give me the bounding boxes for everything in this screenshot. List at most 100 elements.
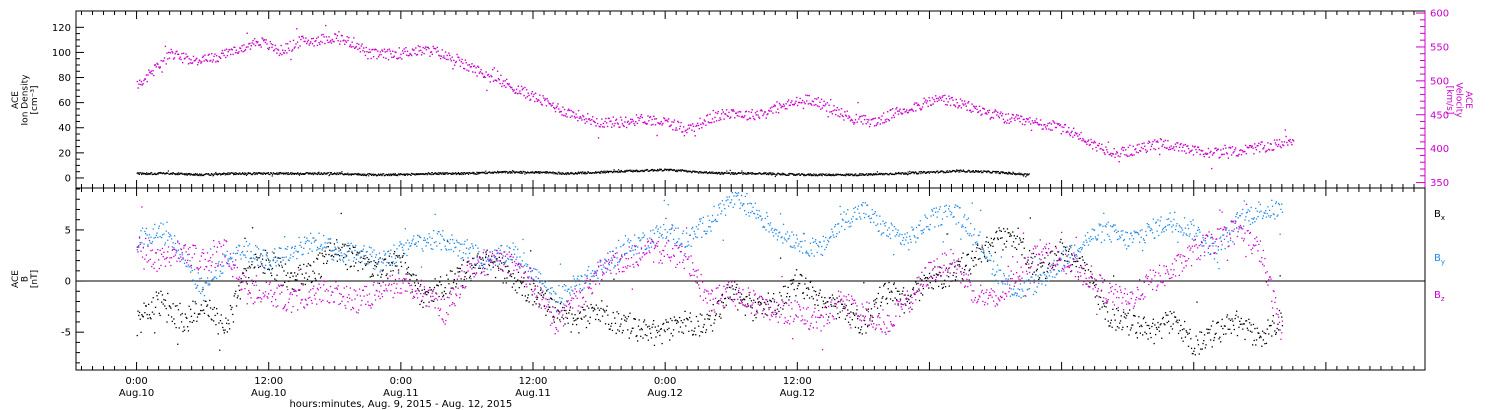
ion-density-series-point bbox=[780, 173, 783, 175]
velocity-series-point bbox=[1230, 147, 1232, 149]
velocity-series-point bbox=[424, 47, 426, 50]
bx-series-point bbox=[712, 304, 714, 306]
velocity-series-point bbox=[1284, 129, 1286, 131]
velocity-series-point bbox=[1005, 113, 1007, 116]
velocity-series-point bbox=[970, 111, 972, 113]
bx-series-point bbox=[452, 287, 454, 289]
by-series-point bbox=[236, 252, 238, 254]
y-tick-label: 5 bbox=[65, 225, 71, 236]
ion-density-series-point bbox=[1025, 176, 1027, 178]
velocity-series-point bbox=[666, 119, 668, 121]
ion-density-series-point bbox=[772, 172, 774, 174]
ion-density-series-point bbox=[174, 173, 176, 175]
velocity-series-point bbox=[706, 114, 709, 116]
bx-series-point bbox=[977, 258, 980, 260]
ion-density-series-point bbox=[601, 171, 603, 173]
bx-series-point bbox=[230, 308, 232, 311]
bx-series-point bbox=[462, 285, 464, 287]
velocity-series-point bbox=[197, 61, 200, 64]
velocity-series-point bbox=[1129, 144, 1131, 147]
bx-series-point bbox=[612, 311, 614, 314]
bx-series-point bbox=[277, 257, 280, 259]
by-series-point bbox=[193, 280, 195, 282]
ion-density-series-point bbox=[715, 171, 717, 173]
ion-density-series-point bbox=[504, 171, 506, 173]
velocity-series-point bbox=[272, 50, 275, 52]
velocity-series-point bbox=[1174, 143, 1177, 145]
by-series-point bbox=[141, 227, 144, 229]
bx-series-point bbox=[722, 302, 724, 304]
bx-series-point bbox=[1010, 235, 1012, 237]
by-series-point bbox=[219, 275, 221, 277]
velocity-series-point bbox=[183, 58, 186, 60]
by-series-point bbox=[359, 257, 361, 259]
bx-series-point bbox=[811, 295, 813, 298]
velocity-series-point bbox=[1268, 148, 1270, 150]
bx-series-point bbox=[518, 287, 520, 289]
bx-series-point bbox=[570, 331, 572, 333]
by-series-point bbox=[196, 286, 198, 288]
velocity-series-point bbox=[410, 53, 412, 56]
velocity-series-point bbox=[578, 117, 581, 119]
bx-series-point bbox=[583, 316, 585, 318]
velocity-series-point bbox=[942, 95, 944, 97]
velocity-series-point bbox=[1120, 153, 1122, 155]
bx-series-point bbox=[1047, 267, 1049, 269]
bx-series-point bbox=[308, 275, 310, 278]
bx-series-point bbox=[886, 302, 889, 305]
bx-series-point bbox=[971, 250, 973, 252]
bx-series-point bbox=[255, 253, 257, 255]
velocity-series-point bbox=[1198, 149, 1200, 151]
bx-series-point bbox=[451, 270, 453, 272]
bx-series-point bbox=[990, 237, 992, 240]
velocity-series-point bbox=[887, 119, 890, 121]
bx-series-point bbox=[485, 253, 487, 255]
ion-density-series-point bbox=[629, 170, 631, 172]
bx-series-point bbox=[352, 246, 355, 248]
bx-series-point bbox=[750, 306, 752, 308]
velocity-series-point bbox=[691, 129, 693, 131]
bx-series-point bbox=[329, 249, 331, 251]
velocity-series-point bbox=[1049, 122, 1051, 124]
velocity-series-point bbox=[905, 110, 907, 113]
velocity-series-point bbox=[310, 41, 312, 43]
bx-series-point bbox=[276, 274, 278, 276]
bx-series-point bbox=[909, 302, 911, 304]
velocity-series-point bbox=[513, 89, 515, 91]
bx-series-point bbox=[180, 314, 182, 316]
ion-density-series-point bbox=[146, 172, 148, 174]
ion-density-series-point bbox=[650, 169, 652, 171]
bx-series-point bbox=[362, 268, 364, 270]
ion-density-series-point bbox=[489, 171, 491, 173]
ion-density-series-point bbox=[426, 173, 428, 175]
legend-sub: x bbox=[1441, 214, 1445, 222]
bx-series-point bbox=[1216, 321, 1219, 324]
by-series-point bbox=[223, 254, 225, 256]
ion-density-series-point bbox=[436, 172, 438, 174]
ion-density-series-point bbox=[1011, 173, 1013, 175]
bx-series-point bbox=[817, 304, 819, 306]
bx-series-point bbox=[966, 254, 968, 256]
velocity-series-point bbox=[748, 111, 750, 113]
bx-series-point bbox=[598, 319, 600, 321]
velocity-series-point bbox=[1193, 146, 1196, 148]
velocity-series-point bbox=[616, 122, 619, 124]
velocity-series-point bbox=[711, 121, 713, 124]
velocity-series-point bbox=[1211, 154, 1214, 156]
velocity-series-point bbox=[873, 117, 875, 120]
bx-series-point bbox=[666, 328, 669, 331]
bx-series-point bbox=[992, 245, 994, 247]
velocity-series-point bbox=[369, 51, 371, 53]
by-series-point bbox=[306, 239, 309, 242]
bx-series-point bbox=[271, 274, 273, 277]
by-series-point bbox=[423, 237, 426, 239]
velocity-series-point bbox=[1245, 153, 1248, 155]
velocity-series-point bbox=[964, 103, 967, 105]
bx-series-point bbox=[1109, 322, 1112, 324]
bx-series-point bbox=[1033, 271, 1035, 273]
by-series-point bbox=[137, 246, 139, 248]
velocity-series-point bbox=[207, 54, 209, 56]
ion-density-series-point bbox=[557, 173, 559, 175]
by-series-point bbox=[387, 251, 389, 253]
velocity-series-point bbox=[138, 83, 140, 85]
